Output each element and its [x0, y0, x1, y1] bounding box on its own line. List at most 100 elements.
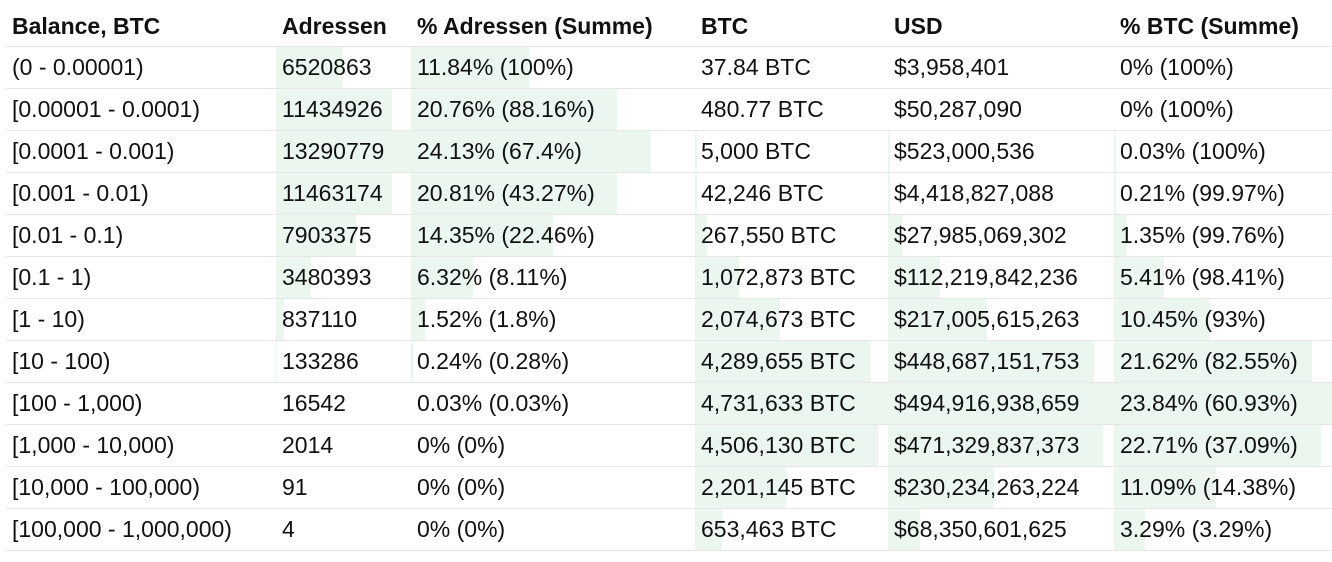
table-row: [0.1 - 1) 3480393 6.32% (8.11%) 1,072,873 B… [6, 256, 1332, 299]
data-bar [695, 173, 697, 214]
cell-pct-addresses: 11.84% (100%) [411, 46, 695, 89]
table-row: [100,000 - 1,000,000) 4 0% (0%) 653,463 BTC… [6, 508, 1332, 551]
cell-btc: 5,000 BTC [695, 130, 888, 173]
cell-balance-text: (0 - 0.00001) [12, 54, 144, 80]
data-bar [888, 383, 1114, 424]
table-row: [0.0001 - 0.001) 13290779 24.13% (67.4%) 5,… [6, 130, 1332, 173]
cell-addresses-text: 6520863 [282, 54, 372, 80]
cell-balance-text: [1,000 - 10,000) [12, 432, 175, 458]
cell-usd: $471,329,837,373 [888, 424, 1114, 467]
data-bar [888, 215, 902, 256]
cell-pct-addresses-text: 14.35% (22.46%) [417, 222, 595, 248]
cell-pct-btc-text: 3.29% (3.29%) [1120, 516, 1273, 542]
header-usd[interactable]: USD [888, 6, 1114, 47]
cell-addresses: 7903375 [276, 214, 411, 257]
cell-pct-addresses: 6.32% (8.11%) [411, 256, 695, 299]
data-bar [1114, 173, 1116, 214]
cell-usd-text: $27,985,069,302 [894, 222, 1067, 248]
cell-pct-addresses-text: 0% (0%) [417, 432, 506, 458]
data-bar [695, 383, 888, 424]
cell-addresses-text: 11434926 [282, 96, 383, 122]
cell-btc: 4,506,130 BTC [695, 424, 888, 467]
data-bar [888, 131, 890, 172]
cell-usd: $494,916,938,659 [888, 382, 1114, 425]
cell-pct-addresses-text: 11.84% (100%) [417, 54, 574, 80]
cell-usd: $217,005,615,263 [888, 298, 1114, 341]
data-bar [276, 89, 392, 130]
data-bar [888, 299, 987, 340]
cell-addresses: 3480393 [276, 256, 411, 299]
data-bar [411, 299, 425, 340]
data-bar [276, 215, 356, 256]
table-row: (0 - 0.00001) 6520863 11.84% (100%) 37.84 B… [6, 46, 1332, 89]
cell-btc-text: 5,000 BTC [701, 138, 811, 164]
cell-btc-text: 4,289,655 BTC [701, 348, 856, 374]
cell-pct-btc: 5.41% (98.41%) [1114, 256, 1332, 299]
cell-btc-text: 1,072,873 BTC [701, 264, 856, 290]
cell-btc-text: 480.77 BTC [701, 96, 824, 122]
cell-addresses: 11463174 [276, 172, 411, 215]
cell-pct-btc: 10.45% (93%) [1114, 298, 1332, 341]
data-bar [411, 173, 617, 214]
cell-balance-text: [0.00001 - 0.0001) [12, 96, 200, 122]
cell-pct-btc: 1.35% (99.76%) [1114, 214, 1332, 257]
cell-btc: 480.77 BTC [695, 88, 888, 131]
cell-btc-text: 37.84 BTC [701, 54, 811, 80]
data-bar [888, 257, 940, 298]
data-bar [411, 257, 473, 298]
cell-balance-text: [10,000 - 100,000) [12, 474, 200, 500]
cell-pct-btc: 23.84% (60.93%) [1114, 382, 1332, 425]
cell-pct-addresses-text: 0% (0%) [417, 516, 506, 542]
cell-balance: [1,000 - 10,000) [6, 424, 276, 467]
cell-balance-text: [0.001 - 0.01) [12, 180, 149, 206]
cell-pct-btc-text: 21.62% (82.55%) [1120, 348, 1298, 374]
data-bar [411, 131, 651, 172]
cell-usd: $68,350,601,625 [888, 508, 1114, 551]
cell-usd: $112,219,842,236 [888, 256, 1114, 299]
cell-balance: [10 - 100) [6, 340, 276, 383]
cell-pct-addresses-text: 6.32% (8.11%) [417, 264, 568, 290]
cell-btc: 4,289,655 BTC [695, 340, 888, 383]
data-bar [276, 173, 392, 214]
cell-btc: 2,201,145 BTC [695, 466, 888, 509]
header-addresses[interactable]: Adressen [276, 6, 411, 47]
cell-btc: 653,463 BTC [695, 508, 888, 551]
cell-addresses-text: 91 [282, 474, 308, 500]
cell-pct-addresses: 14.35% (22.46%) [411, 214, 695, 257]
cell-balance-text: [10 - 100) [12, 348, 111, 374]
cell-addresses: 11434926 [276, 88, 411, 131]
header-balance[interactable]: Balance, BTC [6, 6, 276, 47]
header-pct-addresses[interactable]: % Adressen (Summe) [411, 6, 695, 47]
data-bar [888, 425, 1103, 466]
cell-usd-text: $448,687,151,753 [894, 348, 1080, 374]
cell-balance: [100 - 1,000) [6, 382, 276, 425]
data-bar [1114, 215, 1127, 256]
data-bar [888, 341, 1094, 382]
header-pct-btc[interactable]: % BTC (Summe) [1114, 6, 1332, 47]
cell-balance-text: [100 - 1,000) [12, 390, 143, 416]
cell-usd-text: $112,219,842,236 [894, 264, 1078, 290]
data-bar [276, 257, 311, 298]
data-bar [276, 341, 277, 382]
cell-btc-text: 267,550 BTC [701, 222, 837, 248]
cell-usd: $3,958,401 [888, 46, 1114, 89]
cell-balance-text: [0.0001 - 0.001) [12, 138, 175, 164]
btc-distribution-table: Balance, BTC Adressen % Adressen (Summe)… [6, 6, 1332, 551]
cell-pct-btc-text: 22.71% (37.09%) [1120, 432, 1298, 458]
cell-pct-btc: 0% (100%) [1114, 88, 1332, 131]
cell-btc: 1,072,873 BTC [695, 256, 888, 299]
cell-usd-text: $50,287,090 [894, 96, 1022, 122]
cell-addresses-text: 7903375 [282, 222, 372, 248]
data-bar [888, 509, 920, 550]
data-bar [888, 173, 890, 214]
data-bar [695, 509, 722, 550]
cell-usd: $523,000,536 [888, 130, 1114, 173]
data-bar [695, 257, 739, 298]
data-bar [1114, 383, 1332, 424]
data-bar [695, 467, 786, 508]
cell-btc-text: 2,201,145 BTC [701, 474, 856, 500]
data-bar [695, 215, 707, 256]
cell-pct-addresses: 20.81% (43.27%) [411, 172, 695, 215]
header-btc[interactable]: BTC [695, 6, 888, 47]
cell-addresses-text: 11463174 [282, 180, 383, 206]
